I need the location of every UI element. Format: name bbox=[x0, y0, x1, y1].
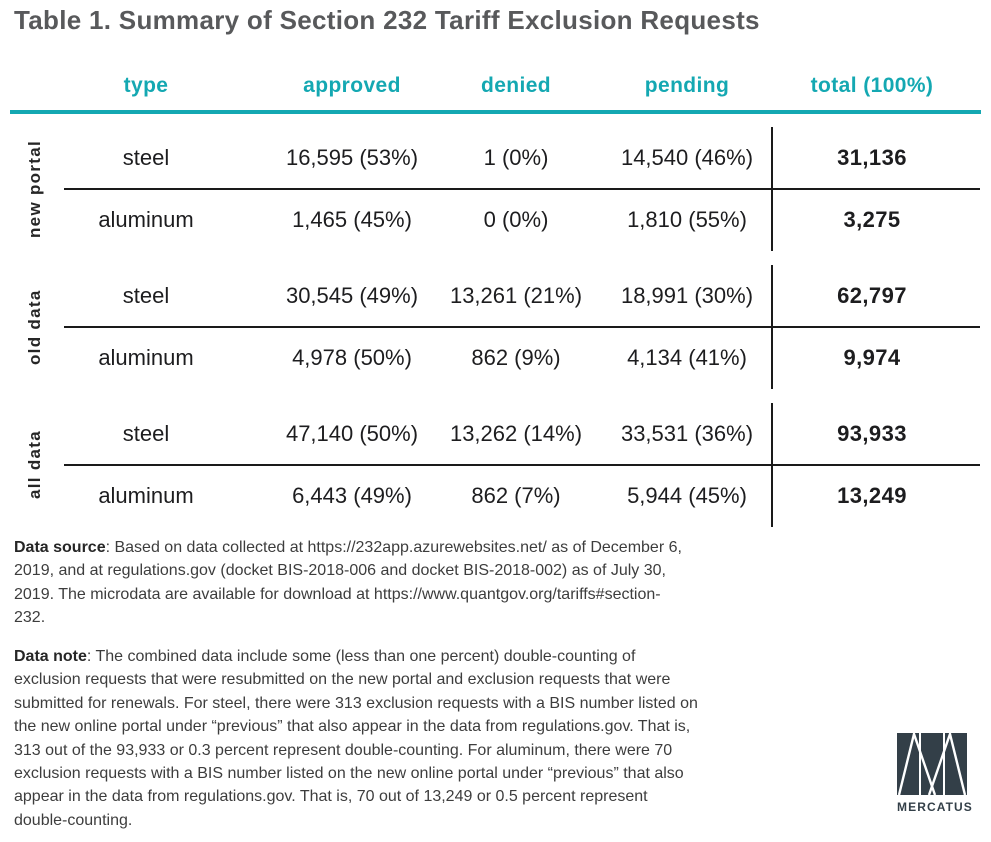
cell-total: 13,249 bbox=[837, 483, 907, 508]
cell-type: steel bbox=[122, 145, 170, 170]
cell-pending: 18,991 (30%) bbox=[620, 283, 754, 308]
cell-pending: 5,944 (45%) bbox=[627, 483, 747, 508]
row-separator bbox=[64, 326, 980, 328]
cell-approved: 30,545 (49%) bbox=[285, 283, 419, 308]
table-row: steel 16,595 (53%) 1 (0%) 14,540 (46%) 3… bbox=[0, 127, 991, 189]
mercatus-m-peaks-icon bbox=[897, 733, 967, 795]
header-rule bbox=[10, 110, 981, 114]
cell-denied: 862 (7%) bbox=[471, 483, 561, 508]
column-header-pending: pending bbox=[644, 74, 730, 97]
cell-approved: 47,140 (50%) bbox=[285, 421, 419, 446]
cell-pending: 4,134 (41%) bbox=[627, 345, 747, 370]
table-group-all-data: all data steel 47,140 (50%) 13,262 (14%)… bbox=[0, 403, 991, 527]
cell-total: 9,974 bbox=[843, 345, 901, 370]
data-source-label: Data source bbox=[14, 539, 106, 556]
table-row: steel 30,545 (49%) 13,261 (21%) 18,991 (… bbox=[0, 265, 991, 327]
table-group-old-data: old data steel 30,545 (49%) 13,261 (21%)… bbox=[0, 265, 991, 389]
data-note-label: Data note bbox=[14, 648, 87, 665]
cell-pending: 33,531 (36%) bbox=[620, 421, 754, 446]
cell-approved: 4,978 (50%) bbox=[292, 345, 412, 370]
column-header-approved: approved bbox=[303, 74, 401, 97]
cell-total: 93,933 bbox=[837, 421, 907, 446]
cell-total: 3,275 bbox=[843, 207, 901, 232]
cell-denied: 0 (0%) bbox=[483, 207, 549, 232]
cell-total: 31,136 bbox=[837, 145, 907, 170]
table-row: aluminum 4,978 (50%) 862 (9%) 4,134 (41%… bbox=[0, 327, 991, 389]
table-group-new-portal: new portal steel 16,595 (53%) 1 (0%) 14,… bbox=[0, 127, 991, 251]
row-separator bbox=[64, 464, 980, 466]
page-title: Table 1. Summary of Section 232 Tariff E… bbox=[14, 5, 760, 35]
column-header-type: type bbox=[123, 74, 169, 97]
cell-denied: 1 (0%) bbox=[483, 145, 549, 170]
data-source-text: : Based on data collected at https://232… bbox=[14, 539, 682, 627]
row-separator bbox=[64, 188, 980, 190]
table-row: steel 47,140 (50%) 13,262 (14%) 33,531 (… bbox=[0, 403, 991, 465]
cell-approved: 1,465 (45%) bbox=[292, 207, 412, 232]
data-source-note: Data source: Based on data collected at … bbox=[14, 536, 800, 630]
cell-approved: 16,595 (53%) bbox=[285, 145, 419, 170]
cell-denied: 13,262 (14%) bbox=[449, 421, 583, 446]
table-row: aluminum 1,465 (45%) 0 (0%) 1,810 (55%) … bbox=[0, 189, 991, 251]
cell-total: 62,797 bbox=[837, 283, 907, 308]
table-header-row: type approved denied pending total (100%… bbox=[0, 72, 991, 100]
table-row: aluminum 6,443 (49%) 862 (7%) 5,944 (45%… bbox=[0, 465, 991, 527]
cell-approved: 6,443 (49%) bbox=[292, 483, 412, 508]
cell-type: aluminum bbox=[98, 207, 194, 232]
data-note: Data note: The combined data include som… bbox=[14, 645, 800, 832]
column-header-denied: denied bbox=[480, 74, 552, 97]
mercatus-wordmark: MERCATUS bbox=[897, 800, 973, 814]
cell-pending: 1,810 (55%) bbox=[627, 207, 747, 232]
cell-type: aluminum bbox=[98, 345, 194, 370]
column-header-total: total (100%) bbox=[810, 74, 934, 97]
cell-type: steel bbox=[122, 283, 170, 308]
data-note-text: : The combined data include some (less t… bbox=[14, 648, 698, 829]
mercatus-logo: MERCATUS bbox=[897, 733, 973, 814]
cell-denied: 13,261 (21%) bbox=[449, 283, 583, 308]
cell-pending: 14,540 (46%) bbox=[620, 145, 754, 170]
cell-type: aluminum bbox=[98, 483, 194, 508]
cell-type: steel bbox=[122, 421, 170, 446]
cell-denied: 862 (9%) bbox=[471, 345, 561, 370]
